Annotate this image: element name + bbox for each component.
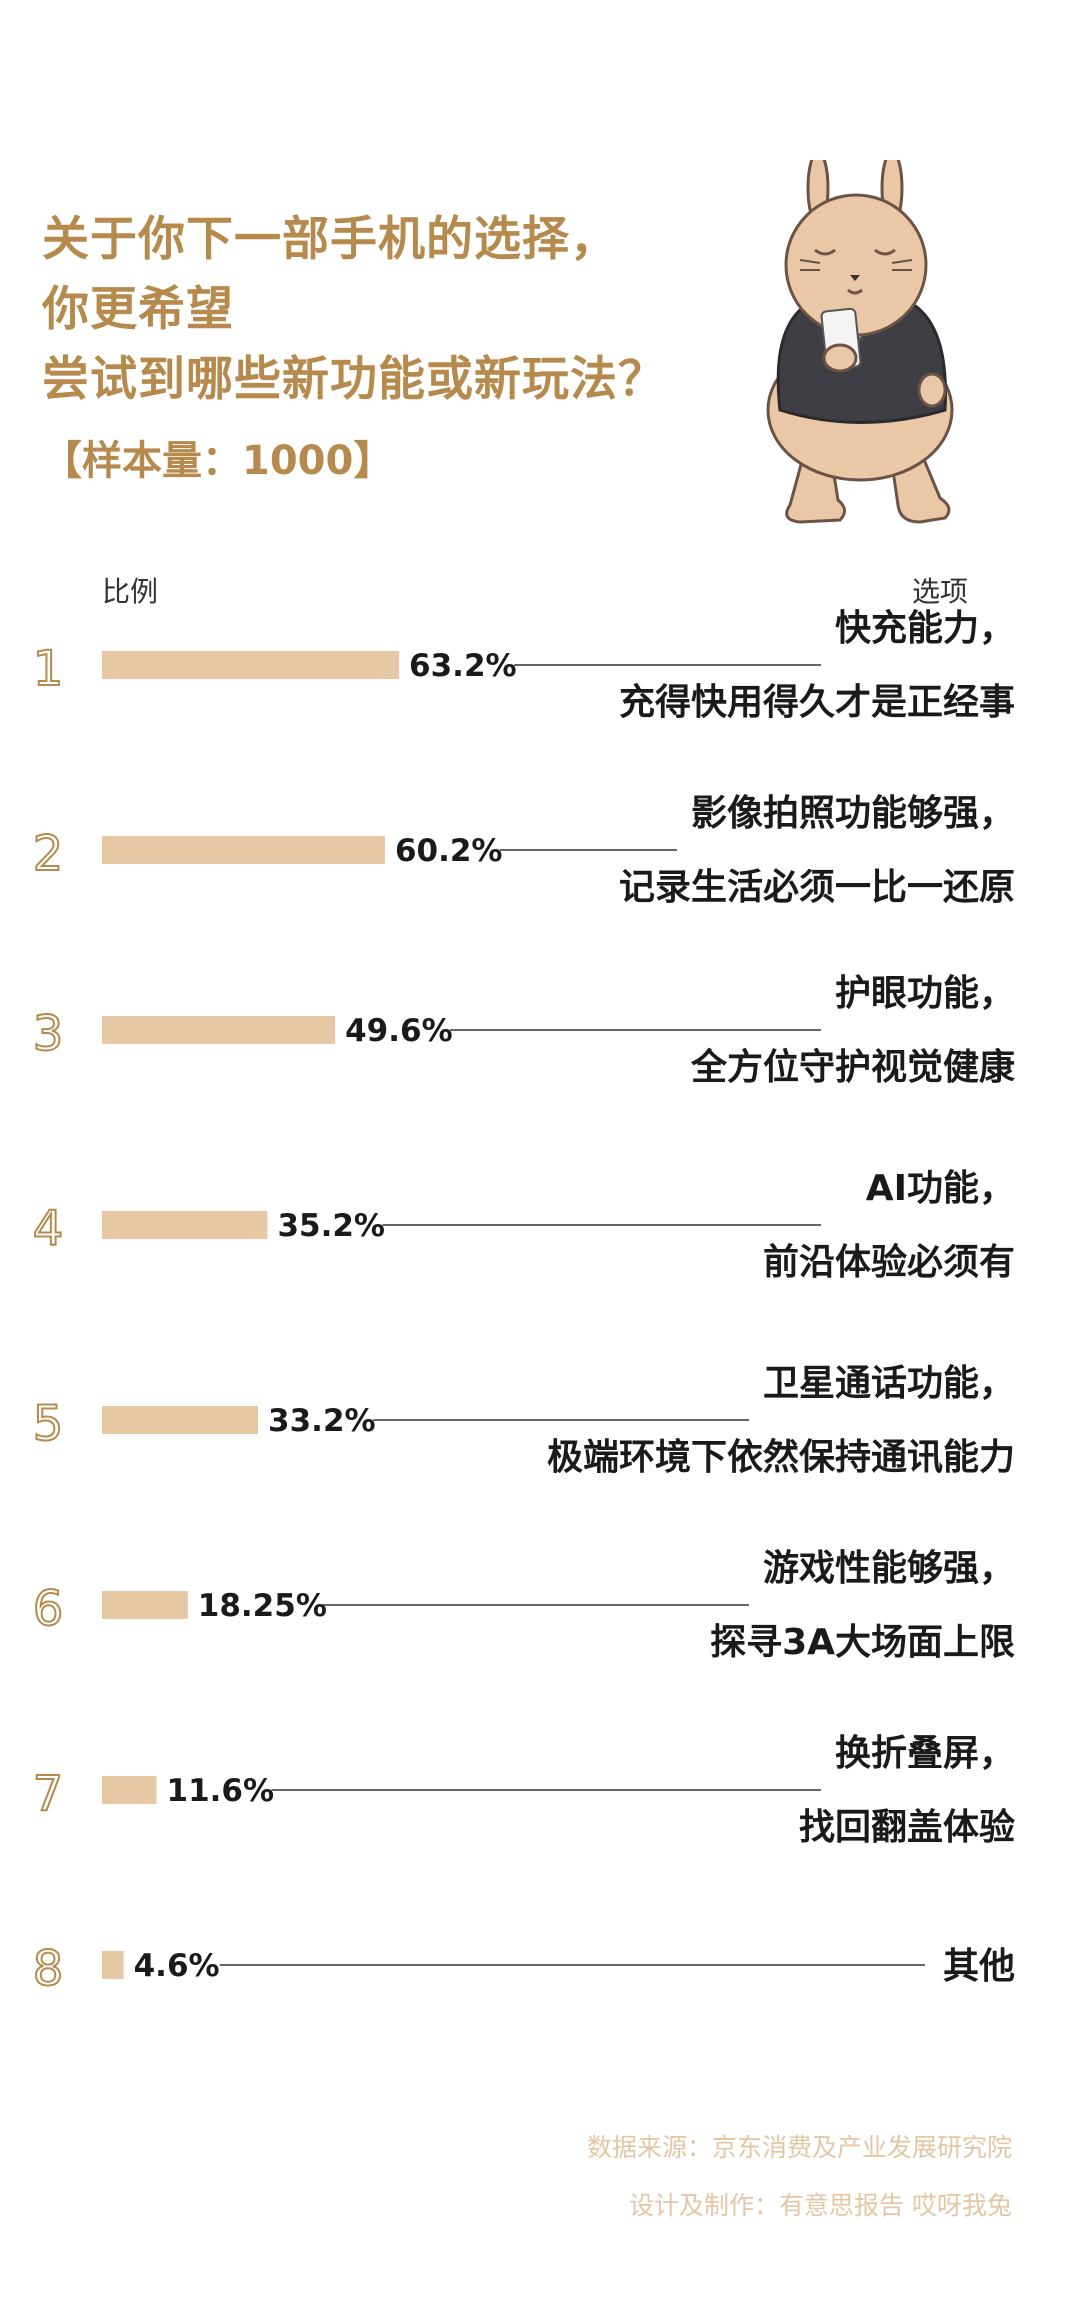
category-label: 充得快用得久才是正经事 [619,682,1015,723]
category-label: 游戏性能够强， [763,1548,1015,1589]
rabbit-mascot-illustration [766,160,954,524]
horizontal-bar-chart: 1 63.2% 快充能力， 充得快用得久才是正经事 2 60.2% 影像拍照功能够强， 记录生… [32,608,1015,1998]
category-label: 影像拍照功能够强， [691,793,1015,834]
category-label: 极端环境下依然保持通讯能力 [547,1436,1015,1478]
category-label: 换折叠屏， [835,1733,1015,1774]
chart-title: 关于你下一部手机的选择， 你更希望 尝试到哪些新功能或新玩法？ [42,205,722,415]
rank-number: 4 [33,1201,64,1257]
title-line-2: 你更希望 [42,282,234,337]
category-label: 护眼功能， [835,973,1015,1014]
category-label: 快充能力， [835,608,1015,649]
category-label: 卫星通话功能， [763,1363,1015,1404]
category-label: 找回翻盖体验 [799,1807,1015,1848]
rank-number: 1 [33,641,64,697]
value-label: 35.2% [277,1208,385,1244]
category-label: 记录生活必须一比一还原 [619,867,1015,908]
title-line-1: 关于你下一部手机的选择， [42,212,618,267]
value-label: 60.2% [395,833,503,869]
bar [102,1406,259,1434]
footer-credit: 设计及制作：有意思报告 哎呀我兔 [629,2191,1012,2220]
category-label: 探寻3A大场面上限 [710,1622,1015,1663]
header-options: 选项 [912,575,969,608]
bar [102,836,385,864]
bar [102,1016,336,1044]
rank-number: 2 [33,826,64,882]
value-label: 33.2% [268,1403,376,1439]
value-label: 18.25% [198,1588,327,1624]
bar [102,1211,268,1239]
category-label: 全方位守护视觉健康 [690,1046,1015,1088]
rank-number: 6 [33,1581,64,1637]
rank-number: 3 [33,1006,64,1062]
title-line-3: 尝试到哪些新功能或新玩法？ [42,352,666,407]
bar [102,651,400,679]
header-ratio: 比例 [102,575,159,608]
category-label: 其他 [943,1946,1015,1987]
value-label: 63.2% [409,648,517,684]
value-label: 49.6% [345,1013,453,1049]
rank-number: 7 [33,1766,64,1822]
sample-size-label: 【样本量：1000】 [42,438,394,484]
category-label: AI功能， [866,1168,1015,1209]
value-label: 4.6% [134,1948,220,1984]
bar [102,1776,157,1804]
bar [102,1591,188,1619]
rank-number: 5 [33,1396,64,1452]
rank-number: 8 [33,1941,64,1997]
footer-source: 数据来源：京东消费及产业发展研究院 [586,2133,1012,2162]
value-label: 11.6% [167,1773,275,1809]
bar [102,1951,124,1979]
category-label: 前沿体验必须有 [763,1242,1015,1283]
